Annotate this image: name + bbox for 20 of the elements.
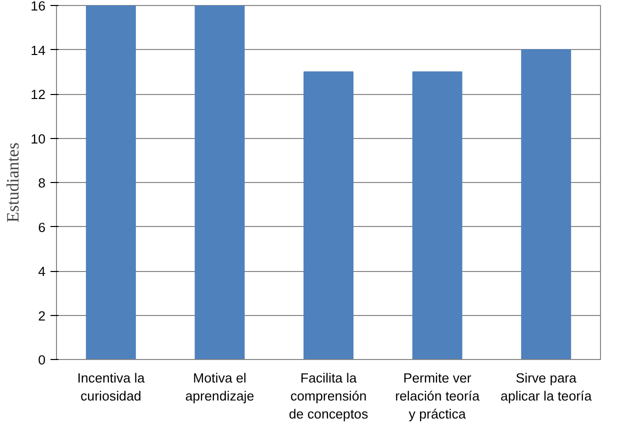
y-tick-label: 10 [30, 131, 46, 146]
y-axis-title: Estudiantes [4, 142, 23, 222]
x-tick-label: Incentiva la curiosidad [77, 370, 146, 404]
x-tick-label: Sirve para aplicar la teoría [500, 370, 592, 404]
x-tick-label: Permite ver relación teoría y práctica [395, 370, 480, 422]
x-tick-label: Motiva el aprendizaje [185, 370, 254, 404]
y-tick-label: 0 [38, 352, 46, 368]
y-tick-label: 2 [38, 308, 46, 324]
bar [412, 71, 462, 360]
bar [86, 6, 136, 360]
y-tick-label: 16 [30, 0, 46, 14]
y-tick-label: 8 [38, 176, 46, 190]
y-tick-label: 12 [30, 87, 46, 102]
y-tick-label: 14 [30, 42, 46, 58]
y-tick-label: 4 [38, 264, 46, 279]
y-tick-label: 6 [38, 220, 46, 235]
bar [521, 49, 572, 360]
bar [194, 6, 245, 360]
bar [304, 71, 354, 360]
x-tick-label: Facilita la comprensión de conceptos [288, 370, 368, 422]
